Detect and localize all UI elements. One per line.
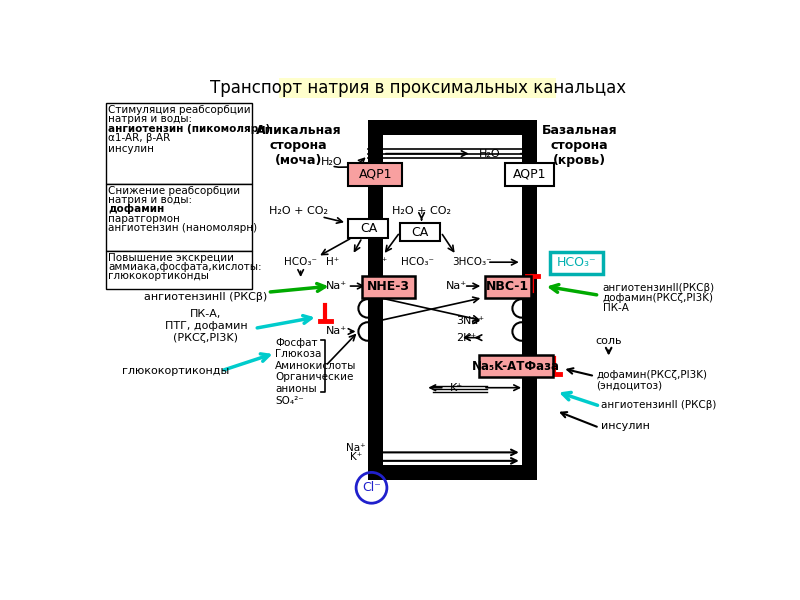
- Text: дофамин(РКСζ,PI3K): дофамин(РКСζ,PI3K): [596, 370, 707, 380]
- Bar: [522, 120, 537, 480]
- Text: NBC-1: NBC-1: [486, 280, 530, 293]
- Text: глюкокортиконды: глюкокортиконды: [122, 366, 229, 376]
- Text: дофамин(РКСζ,PI3K): дофамин(РКСζ,PI3K): [602, 293, 714, 302]
- Bar: [279, 78, 556, 98]
- Text: ангиотензинII(РКСβ): ангиотензинII(РКСβ): [602, 283, 714, 293]
- Text: HCO₃⁻: HCO₃⁻: [401, 257, 434, 267]
- Bar: [106, 251, 252, 289]
- Bar: [479, 355, 554, 377]
- Bar: [106, 184, 252, 251]
- Text: Повышение экскреции: Повышение экскреции: [108, 253, 234, 263]
- Text: 2K⁺: 2K⁺: [456, 332, 477, 343]
- Text: Na₅K-АТФаза: Na₅K-АТФаза: [472, 359, 560, 373]
- Bar: [485, 276, 531, 298]
- Text: ПК-А,
ПТГ, дофамин
(РКСζ,PI3K): ПК-А, ПТГ, дофамин (РКСζ,PI3K): [165, 310, 247, 343]
- Text: H₂O + CO₂: H₂O + CO₂: [269, 206, 328, 215]
- Text: K⁺: K⁺: [450, 383, 462, 392]
- Text: Базальная
сторона
(кровь): Базальная сторона (кровь): [542, 124, 618, 167]
- Text: дофамин: дофамин: [108, 205, 165, 214]
- Text: натрия и воды:: натрия и воды:: [108, 195, 192, 205]
- Text: AQP1: AQP1: [513, 168, 546, 181]
- Text: CA: CA: [411, 226, 429, 239]
- Text: ангиотензинII (РКСβ): ангиотензинII (РКСβ): [601, 400, 716, 410]
- Text: глюкокортиконды: глюкокортиконды: [108, 271, 209, 281]
- Text: 3Na⁺: 3Na⁺: [456, 316, 484, 326]
- Bar: [349, 163, 402, 186]
- Bar: [505, 163, 554, 186]
- Text: (эндоцитоз): (эндоцитоз): [596, 380, 662, 391]
- Bar: [368, 464, 537, 480]
- Text: H₂O: H₂O: [321, 157, 342, 167]
- Text: CA: CA: [360, 222, 377, 235]
- Text: H₂O: H₂O: [479, 149, 501, 160]
- Text: Стимуляция реабсорбции: Стимуляция реабсорбции: [108, 105, 250, 115]
- Text: натрия и воды:: натрия и воды:: [108, 115, 192, 124]
- Bar: [106, 103, 252, 184]
- Text: инсулин: инсулин: [601, 421, 650, 431]
- Text: ангиотензинII (РКСβ): ангиотензинII (РКСβ): [144, 292, 267, 302]
- Text: H⁺: H⁺: [374, 257, 387, 267]
- Text: HCO₃⁻: HCO₃⁻: [284, 257, 317, 267]
- Text: ПК-А: ПК-А: [602, 302, 628, 313]
- Text: Na⁺: Na⁺: [326, 326, 347, 337]
- Text: H⁺: H⁺: [326, 257, 340, 267]
- Bar: [368, 120, 537, 135]
- Text: NHE-3: NHE-3: [367, 280, 410, 293]
- Text: Фосфат
Глюкоза
Аминокислоты
Органические
анионы
SO₄²⁻: Фосфат Глюкоза Аминокислоты Органические…: [275, 338, 357, 406]
- Bar: [349, 219, 389, 238]
- Text: K⁺: K⁺: [350, 452, 362, 462]
- Text: 3HCO₃⁻: 3HCO₃⁻: [452, 257, 491, 267]
- Text: H₂O + CO₂: H₂O + CO₂: [392, 206, 451, 215]
- Text: ангиотензин (пикомолярн): ангиотензин (пикомолярн): [108, 124, 270, 134]
- Text: ангиотензин (наномолярн): ангиотензин (наномолярн): [108, 223, 258, 233]
- Text: Na⁺: Na⁺: [446, 281, 466, 291]
- Text: HCO₃⁻: HCO₃⁻: [557, 256, 596, 269]
- Text: Апикальная
сторона
(моча): Апикальная сторона (моча): [255, 124, 341, 167]
- Text: паратгормон: паратгормон: [108, 214, 180, 224]
- Text: Na⁺: Na⁺: [326, 281, 347, 291]
- Bar: [550, 252, 602, 274]
- Text: α1-AR, β-AR: α1-AR, β-AR: [108, 133, 170, 143]
- Text: Cl⁻: Cl⁻: [362, 481, 381, 494]
- Bar: [383, 135, 522, 151]
- Text: инсулин: инсулин: [108, 143, 154, 154]
- Text: соль: соль: [595, 337, 622, 346]
- Text: AQP1: AQP1: [358, 168, 392, 181]
- Bar: [400, 223, 440, 241]
- Bar: [368, 120, 383, 480]
- Bar: [362, 276, 414, 298]
- Text: Na⁺: Na⁺: [346, 443, 366, 453]
- Text: аммиака,фосфата,кислоты:: аммиака,фосфата,кислоты:: [108, 262, 262, 272]
- Text: Транспорт натрия в проксимальных канальцах: Транспорт натрия в проксимальных канальц…: [210, 79, 626, 97]
- Text: Снижение реабсорбции: Снижение реабсорбции: [108, 186, 240, 196]
